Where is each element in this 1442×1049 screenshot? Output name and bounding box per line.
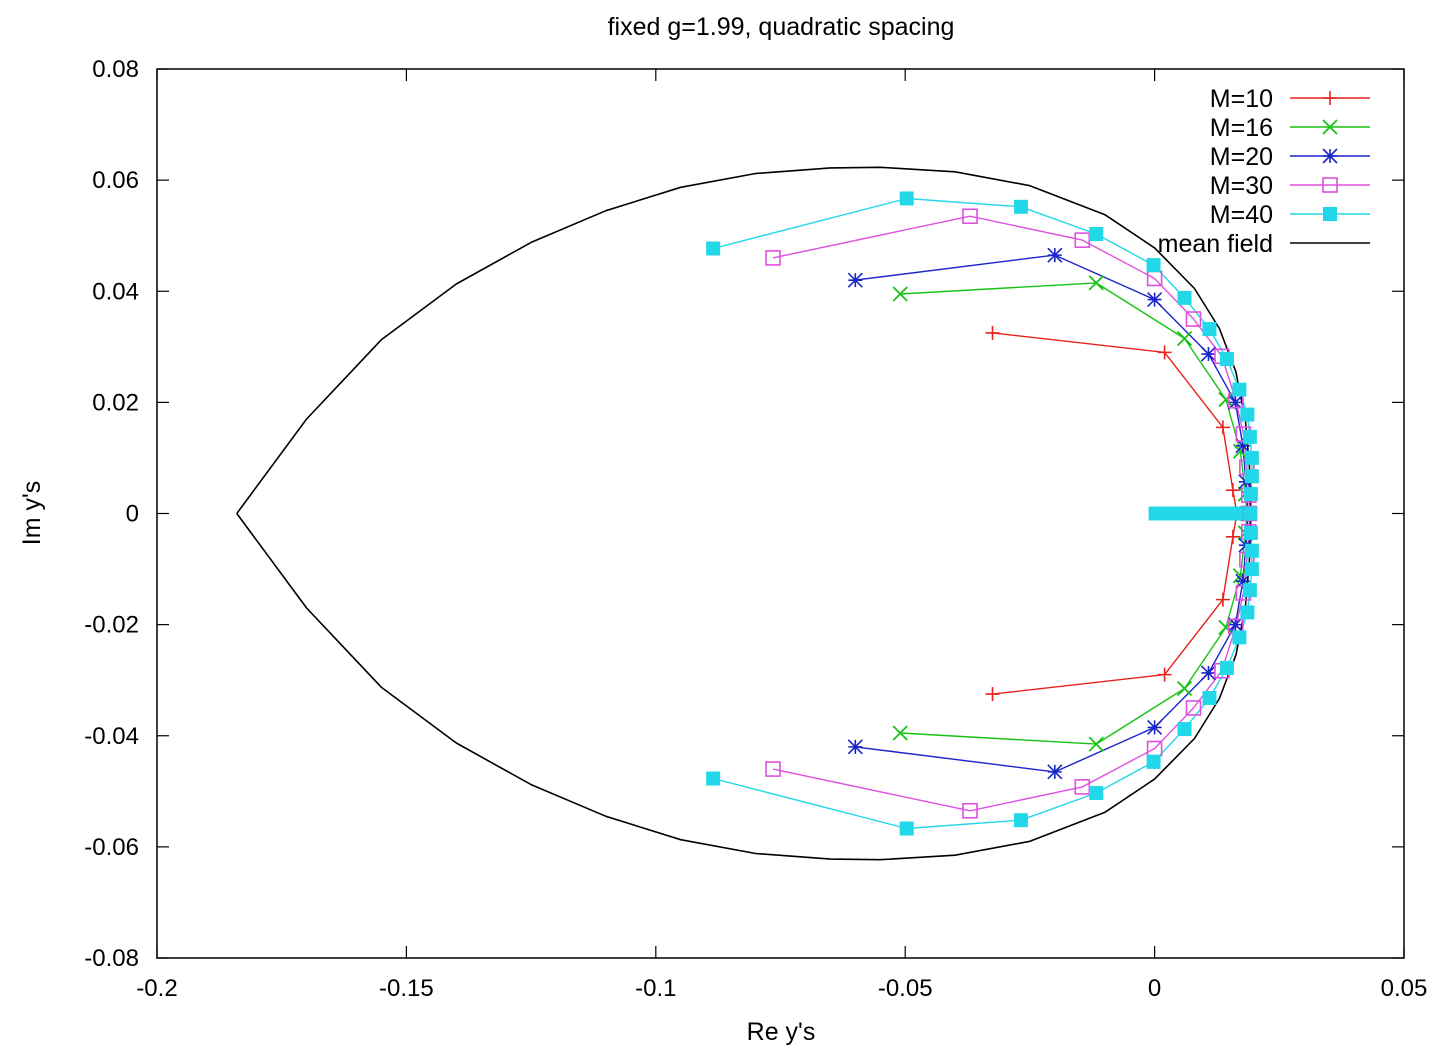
point-m-40-22 <box>1202 690 1217 705</box>
legend-marker-m-20 <box>1322 148 1338 164</box>
point-m-16-12 <box>892 725 908 741</box>
point-m-30-4 <box>1185 311 1202 327</box>
series-line-mean-field <box>236 166 1252 861</box>
point-m-40-20 <box>1232 630 1247 645</box>
point-m-40-0 <box>706 241 721 256</box>
point-m-10-2 <box>1215 420 1230 435</box>
point-m-30-19 <box>962 802 978 819</box>
point-m-40-8 <box>1232 382 1247 397</box>
point-m-20-1 <box>1047 247 1063 263</box>
point-m-20-14 <box>847 739 863 755</box>
legend-label-m-10: M=10 <box>1210 85 1273 113</box>
legend-label-m-20: M=20 <box>1210 143 1273 171</box>
point-m-20-13 <box>1047 764 1063 780</box>
point-m-40-3 <box>1089 227 1104 242</box>
point-m-40-26 <box>1013 813 1028 828</box>
legend-marker-m-40 <box>1323 207 1337 221</box>
point-m-40-16 <box>1244 543 1259 558</box>
point-m-20-3 <box>1200 346 1217 362</box>
y-tick-label-6: 0.04 <box>92 278 139 305</box>
point-m-40-12 <box>1244 469 1259 484</box>
point-m-40-13 <box>1243 487 1258 502</box>
legend-label-m-40: M=40 <box>1210 201 1273 229</box>
point-m-40-2 <box>1013 199 1028 214</box>
point-m-30-1 <box>962 208 978 225</box>
point-m-10-3 <box>1225 483 1240 498</box>
point-m-16-11 <box>1088 736 1104 752</box>
x-tick-label-2: -0.1 <box>635 975 676 1002</box>
point-m-40-17 <box>1244 562 1259 577</box>
point-m-16-2 <box>1176 330 1193 347</box>
point-m-20-12 <box>1147 719 1163 735</box>
y-tick-label-7: 0.06 <box>92 167 139 194</box>
point-m-20-10 <box>1227 617 1243 633</box>
series-layer <box>236 166 1253 861</box>
point-m-40-7 <box>1219 352 1234 367</box>
point-m-40-4 <box>1146 258 1161 273</box>
point-m-20-5 <box>1235 438 1251 454</box>
point-m-40-27 <box>899 821 914 836</box>
point-m-40-1 <box>899 191 914 206</box>
point-m-20-4 <box>1227 394 1243 410</box>
point-m-20-11 <box>1200 665 1217 681</box>
point-m-40-23 <box>1177 722 1192 737</box>
legend-label-mean-field: mean field <box>1158 230 1273 258</box>
point-m-40-24 <box>1146 754 1161 769</box>
y-axis-label: Im y's <box>18 481 46 546</box>
x-tick-label-1: -0.15 <box>379 975 434 1002</box>
legend-label-m-30: M=30 <box>1210 172 1273 200</box>
point-m-30-16 <box>1185 700 1202 716</box>
legend-marker-m-10 <box>1323 91 1337 105</box>
y-tick-label-2: -0.04 <box>84 723 139 750</box>
legend-marker-m-30 <box>1322 177 1338 193</box>
point-m-16-10 <box>1176 680 1193 697</box>
point-m-40-11 <box>1244 450 1259 465</box>
x-tick-label-5: 0.05 <box>1381 975 1428 1002</box>
point-m-40-9 <box>1240 407 1255 422</box>
point-m-40-5 <box>1177 290 1192 305</box>
point-m-20-0 <box>847 272 863 288</box>
point-m-40-15 <box>1243 525 1258 540</box>
marker-layer <box>706 191 1259 836</box>
y-tick-label-1: -0.06 <box>84 834 139 861</box>
legend-marker-m-16 <box>1322 119 1338 135</box>
point-m-10-5 <box>1225 529 1240 544</box>
x-axis-label: Re y's <box>747 1018 816 1046</box>
point-m-10-0 <box>985 325 1000 340</box>
point-m-10-7 <box>1157 667 1172 682</box>
y-tick-label-4: 0 <box>126 501 139 528</box>
x-tick-label-3: -0.05 <box>878 975 933 1002</box>
point-m-16-3 <box>1218 391 1234 408</box>
x-tick-label-4: 0 <box>1148 975 1161 1002</box>
point-m-16-9 <box>1218 619 1234 636</box>
point-m-20-2 <box>1147 292 1163 308</box>
chart-title: fixed g=1.99, quadratic spacing <box>608 13 955 41</box>
point-m-10-1 <box>1157 345 1172 360</box>
point-m-40-19 <box>1240 605 1255 620</box>
y-tick-label-3: -0.02 <box>84 612 139 639</box>
real-axis-point-cluster <box>1148 506 1243 521</box>
point-m-40-28 <box>706 771 721 786</box>
point-m-16-0 <box>892 286 908 302</box>
y-tick-label-8: 0.08 <box>92 56 139 83</box>
point-m-40-25 <box>1089 785 1104 800</box>
point-m-16-1 <box>1088 275 1104 291</box>
legend-label-m-16: M=16 <box>1210 114 1273 142</box>
point-m-10-8 <box>985 687 1000 702</box>
axes-layer: -0.2 -0.15 -0.1 -0.05 0 0.05 -0.08 -0.06 -0.04 -0… <box>84 56 1427 1002</box>
point-m-30-20 <box>765 761 781 777</box>
point-m-40-14 <box>1243 506 1258 521</box>
point-m-10-6 <box>1215 592 1230 607</box>
point-m-30-0 <box>765 250 781 266</box>
y-tick-label-5: 0.02 <box>92 389 139 416</box>
x-tick-label-0: -0.2 <box>136 975 177 1002</box>
point-m-20-9 <box>1235 573 1251 589</box>
y-tick-label-0: -0.08 <box>84 945 139 972</box>
point-m-40-6 <box>1202 322 1217 337</box>
point-m-40-21 <box>1219 660 1234 675</box>
point-m-40-10 <box>1242 429 1257 444</box>
point-m-40-18 <box>1242 583 1257 598</box>
